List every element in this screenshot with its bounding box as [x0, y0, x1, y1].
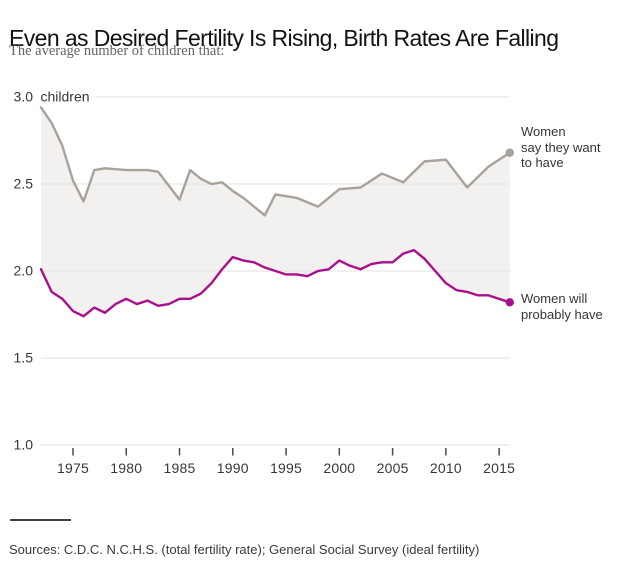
- series-line-total-fertility-rate: [39, 248, 511, 318]
- series-end-dot-total-fertility-rate: [505, 298, 514, 307]
- annotation-tfr-label: Women will probably have: [521, 291, 603, 322]
- x-tick-label: 2000: [323, 460, 355, 476]
- footer-divider: [10, 519, 71, 521]
- chart-title: Even as Desired Fertility Is Rising, Bir…: [9, 25, 559, 52]
- x-tick-label: 2010: [430, 460, 462, 476]
- x-tick-label: 2015: [483, 460, 515, 476]
- x-tick-label: 1985: [164, 460, 196, 476]
- y-tick-label: 1.0: [14, 437, 34, 453]
- y-axis-unit-label: children: [41, 89, 90, 105]
- x-tick-label: 1990: [217, 460, 249, 476]
- y-tick-label: 3.0: [14, 89, 34, 105]
- annotation-ideal-label: Women say they want to have: [521, 124, 601, 170]
- chart-subtitle: The average number of children that:: [9, 43, 225, 59]
- series-end-dot-ideal-fertility: [505, 148, 514, 157]
- band-fill: [41, 107, 510, 317]
- x-tick-label: 2005: [377, 460, 409, 476]
- series-line-ideal-fertility: [39, 106, 511, 217]
- sources-text: Sources: C.D.C. N.C.H.S. (total fertilit…: [9, 542, 480, 557]
- y-tick-label: 2.0: [14, 263, 34, 279]
- x-tick-label: 1980: [110, 460, 142, 476]
- y-tick-label: 2.5: [14, 176, 34, 192]
- y-tick-label: 1.5: [14, 350, 34, 366]
- x-tick-label: 1995: [270, 460, 302, 476]
- x-tick-label: 1975: [57, 460, 89, 476]
